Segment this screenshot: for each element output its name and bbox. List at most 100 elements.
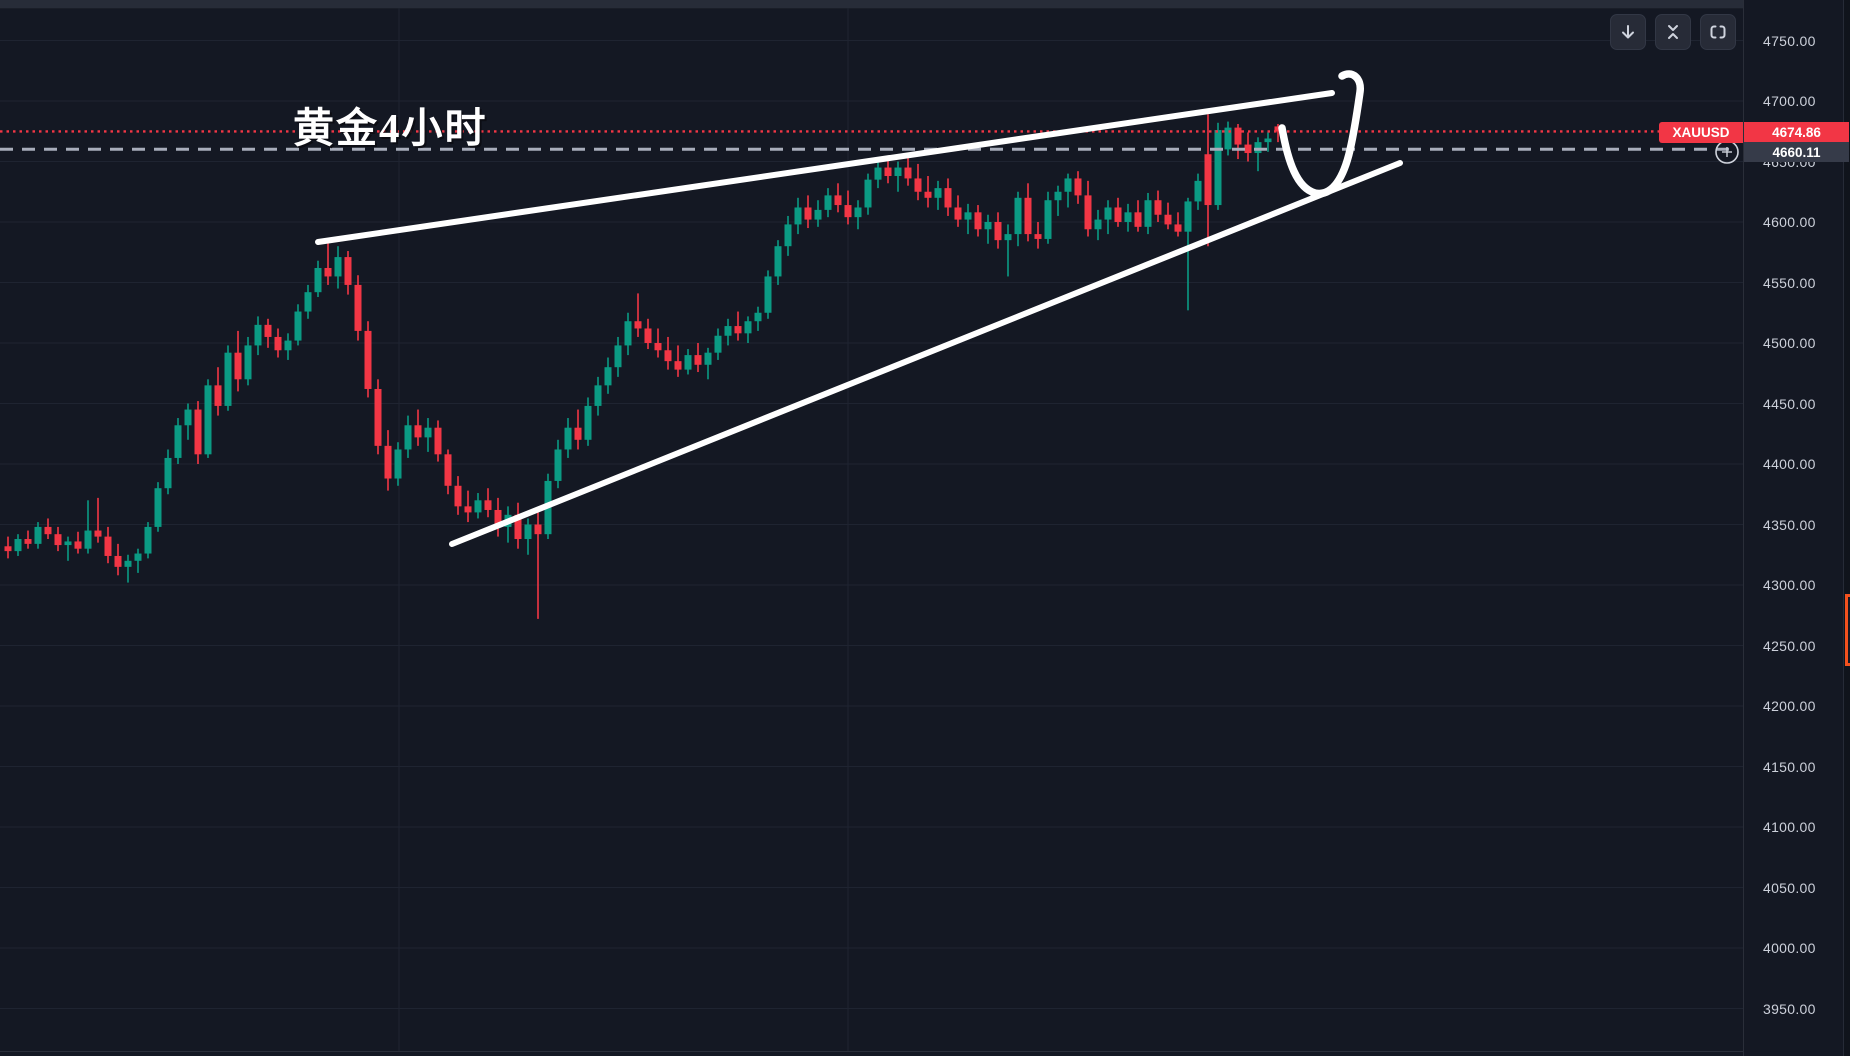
candle-down: [514, 514, 522, 540]
candle-up: [984, 222, 992, 230]
candle-up: [1064, 178, 1072, 192]
candle-up: [824, 195, 832, 210]
candle-up: [624, 321, 632, 346]
candle-up: [854, 207, 862, 218]
candle-down: [844, 205, 852, 218]
candle-up: [714, 335, 722, 353]
candle-down: [1244, 144, 1252, 154]
candle-up: [1004, 234, 1012, 241]
candle-up: [164, 457, 172, 489]
candle-down: [44, 526, 52, 535]
axis-tick-label: 4300.00: [1763, 577, 1816, 593]
candle-down: [674, 361, 682, 370]
candle-up: [144, 526, 152, 554]
candle-down: [194, 409, 202, 455]
candle-down: [354, 284, 362, 331]
candle-up: [1104, 207, 1112, 220]
candle-up: [754, 312, 762, 322]
candle-down: [574, 427, 582, 440]
candle-up: [604, 367, 612, 386]
price-axis[interactable]: 4750.004700.004650.004600.004550.004500.…: [1743, 0, 1850, 1056]
candle-down: [954, 207, 962, 220]
candle-down: [94, 530, 102, 537]
candle-up: [1184, 201, 1192, 232]
axis-tick-label: 4000.00: [1763, 940, 1816, 956]
candle-up: [1094, 219, 1102, 230]
candle-up: [1264, 138, 1272, 143]
forecast-curve: [1278, 70, 1364, 198]
candle-up: [1054, 191, 1062, 201]
candle-down: [664, 350, 672, 362]
candle-up: [704, 352, 712, 365]
candle-up: [224, 352, 232, 406]
candle-down: [914, 178, 922, 192]
candle-down: [1134, 212, 1142, 227]
candle-down: [104, 536, 112, 556]
candle-down: [534, 524, 542, 535]
candle-up: [474, 500, 482, 513]
axis-tick-label: 4700.00: [1763, 93, 1816, 109]
candle-down: [444, 454, 452, 486]
axis-tick-label: 3950.00: [1763, 1000, 1816, 1017]
candle-down: [1274, 126, 1282, 132]
candle-down: [1024, 197, 1032, 235]
candle-up: [684, 355, 692, 370]
axis-tick-label: 4400.00: [1763, 456, 1816, 472]
drawn-level-tag: 4660.11: [1744, 142, 1849, 162]
candle-down: [994, 222, 1002, 241]
candle-down: [884, 167, 892, 177]
candle-up: [724, 326, 732, 336]
candle-down: [54, 534, 62, 546]
axis-tick-label: 4500.00: [1763, 335, 1816, 351]
candle-up: [84, 530, 92, 549]
candle-down: [384, 445, 392, 479]
candle-up: [964, 212, 972, 220]
candle-up: [1124, 212, 1132, 222]
candle-down: [924, 191, 932, 198]
candle-up: [1014, 197, 1022, 235]
candle-down: [324, 267, 332, 277]
candle-up: [614, 345, 622, 368]
candle-up: [894, 167, 902, 177]
candle-up: [244, 345, 252, 380]
candle-down: [1234, 127, 1242, 145]
candle-up: [334, 257, 342, 277]
candle-down: [434, 427, 442, 455]
maximize-pane-button[interactable]: [1700, 14, 1736, 50]
candle-down: [234, 352, 242, 380]
candle-down: [654, 343, 662, 351]
candle-down: [364, 330, 372, 389]
candle-down: [644, 328, 652, 343]
candle-down: [214, 385, 222, 406]
axis-tick-label: 4250.00: [1763, 637, 1816, 654]
candle-down: [484, 500, 492, 510]
candle-up: [134, 553, 142, 561]
candle-up: [404, 425, 412, 450]
candle-down: [694, 355, 702, 365]
candle-up: [124, 560, 132, 567]
candle-up: [1144, 200, 1152, 227]
candle-down: [734, 326, 742, 334]
candlestick-series: [4, 114, 1282, 619]
candle-up: [874, 167, 882, 180]
collapse-vertical-icon: [1668, 25, 1678, 39]
scroll-to-recent-button[interactable]: [1610, 14, 1646, 50]
axis-tick-label: 4350.00: [1763, 516, 1816, 533]
candle-down: [944, 188, 952, 208]
candle-up: [64, 541, 72, 546]
upper-trendline: [315, 90, 1335, 245]
candle-down: [1114, 207, 1122, 222]
candle-up: [1214, 130, 1222, 206]
collapse-pane-button[interactable]: [1655, 14, 1691, 50]
candle-down: [974, 212, 982, 230]
candle-up: [184, 409, 192, 426]
candle-up: [424, 427, 432, 438]
candle-up: [594, 385, 602, 406]
candle-up: [564, 427, 572, 450]
candle-up: [554, 449, 562, 481]
candle-down: [1084, 195, 1092, 230]
candle-down: [374, 388, 382, 446]
candle-up: [204, 385, 212, 455]
